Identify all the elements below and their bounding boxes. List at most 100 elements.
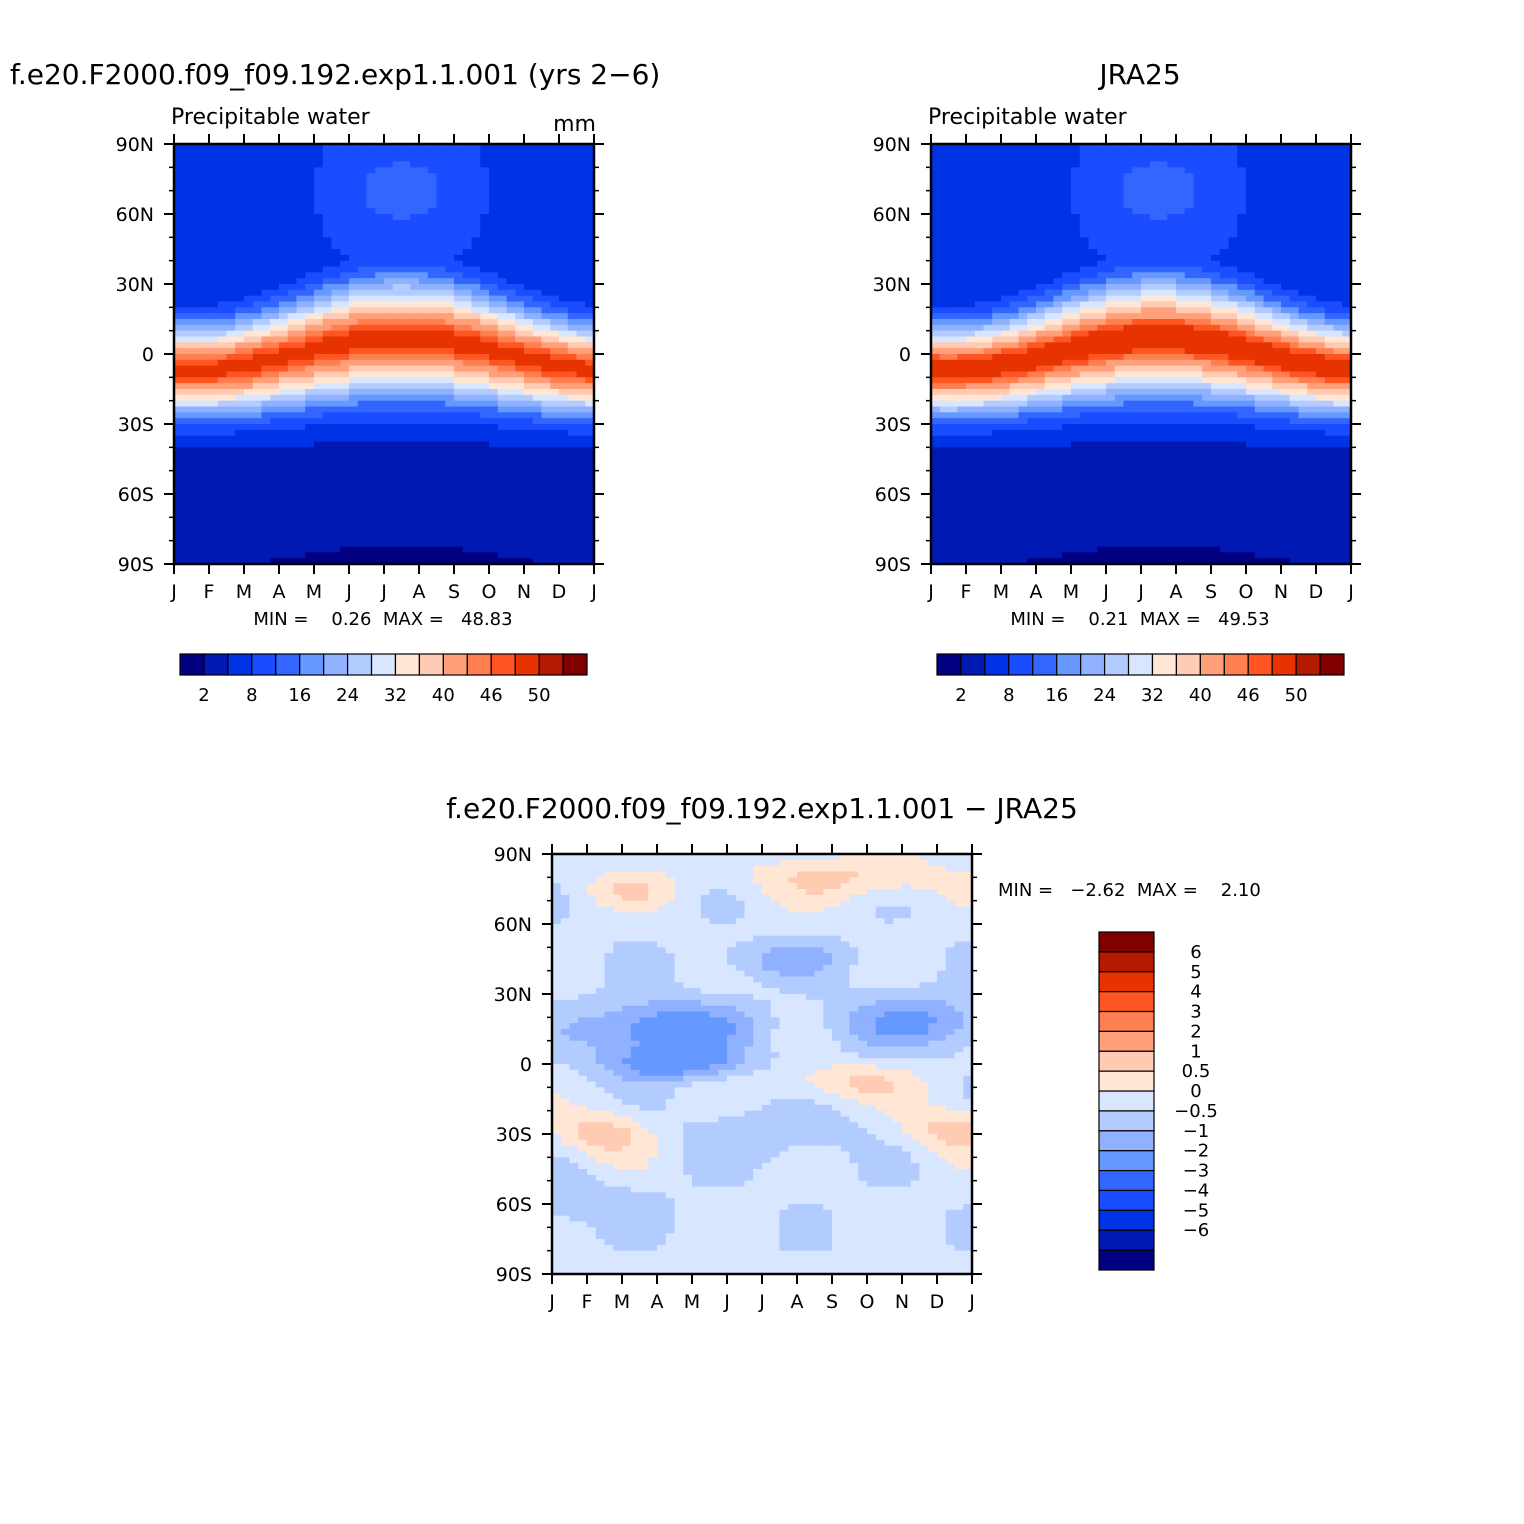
obs-cell	[1184, 266, 1195, 273]
model-cell	[375, 208, 385, 215]
model-cell	[235, 482, 245, 489]
model-cell	[226, 237, 236, 244]
obs-cell	[1132, 237, 1142, 244]
model-cell	[427, 523, 438, 530]
obs-cell	[931, 219, 941, 227]
model-cell	[340, 301, 350, 308]
obs-cell	[1071, 307, 1081, 314]
obs-cell	[1001, 190, 1011, 198]
model-cell	[340, 394, 350, 402]
model-cell	[392, 377, 403, 384]
model-cell	[489, 190, 499, 198]
model-cell	[541, 313, 551, 320]
model-cell	[462, 464, 473, 472]
model-cell	[235, 208, 245, 215]
model-cell	[550, 447, 560, 454]
obs-cell	[1071, 231, 1081, 238]
obs-cell	[1211, 307, 1221, 314]
model-cell	[471, 529, 481, 536]
model-cell	[209, 429, 219, 437]
obs-cell	[931, 179, 941, 186]
model-cell	[235, 149, 245, 157]
model-cell	[419, 359, 429, 367]
model-cell	[524, 272, 534, 279]
obs-cell	[974, 155, 985, 163]
obs-cell	[1333, 301, 1343, 308]
model-cell	[261, 552, 271, 559]
obs-cell	[1088, 260, 1098, 268]
model-cell	[524, 429, 534, 437]
model-cell	[217, 260, 228, 268]
model-cell	[209, 494, 219, 501]
model-cell	[174, 266, 184, 273]
model-cell	[174, 161, 184, 168]
obs-cell	[1079, 295, 1090, 303]
model-cell	[287, 214, 298, 221]
obs-cell	[1184, 307, 1195, 314]
obs-cell	[1228, 155, 1238, 163]
model-cell	[182, 546, 193, 553]
model-cell	[217, 219, 228, 227]
model-cell	[497, 284, 508, 291]
model-cell	[235, 418, 245, 425]
model-cell	[567, 418, 578, 425]
model-cell	[506, 558, 516, 565]
model-cell	[287, 231, 298, 238]
model-cell	[489, 313, 499, 320]
model-cell	[436, 400, 446, 408]
obs-cell	[1079, 289, 1090, 297]
model-cell	[287, 459, 298, 466]
model-cell	[515, 552, 525, 559]
model-cell	[200, 441, 210, 448]
model-cell	[322, 371, 333, 378]
obs-cell	[1333, 225, 1343, 233]
model-cell	[541, 336, 551, 343]
model-cell	[270, 470, 280, 478]
obs-cell	[1324, 278, 1335, 285]
model-cell	[226, 202, 236, 209]
obs-cell	[1193, 313, 1203, 320]
model-cell	[305, 237, 315, 244]
model-cell	[401, 470, 411, 478]
model-ytick-label: 90S	[118, 554, 154, 576]
model-cell	[331, 488, 341, 495]
obs-cell	[1219, 284, 1230, 291]
model-cell	[305, 225, 315, 233]
model-cell	[445, 494, 455, 501]
obs-cell	[1018, 190, 1028, 198]
obs-cell	[948, 208, 958, 215]
obs-cell	[1097, 214, 1107, 221]
model-cell	[357, 348, 368, 355]
model-cell	[322, 453, 333, 460]
model-cell	[235, 260, 245, 268]
model-cell	[524, 424, 534, 431]
model-cell	[182, 377, 193, 384]
model-xtick-label: A	[273, 581, 286, 603]
model-cell	[357, 202, 368, 209]
model-cell	[270, 558, 280, 565]
model-cell	[515, 307, 525, 314]
obs-cell	[1263, 254, 1273, 262]
model-cell	[226, 342, 236, 349]
model-cell	[287, 184, 298, 192]
obs-cell	[983, 254, 993, 262]
model-cell	[340, 453, 350, 460]
model-cell	[217, 377, 228, 384]
model-cell	[410, 389, 420, 396]
obs-cell	[957, 184, 967, 192]
model-cell	[454, 499, 464, 507]
model-cell	[401, 196, 411, 203]
model-cell	[497, 406, 508, 413]
model-cell	[524, 330, 534, 338]
model-cell	[541, 424, 551, 431]
model-cell	[384, 149, 394, 157]
model-cell	[287, 336, 298, 343]
obs-cell	[1001, 249, 1011, 256]
obs-cell	[1246, 307, 1256, 314]
model-cell	[480, 179, 490, 186]
model-cell	[191, 505, 201, 513]
model-cell	[174, 319, 184, 326]
model-cell	[576, 529, 586, 536]
model-cell	[322, 447, 333, 454]
model-cell	[200, 494, 210, 501]
